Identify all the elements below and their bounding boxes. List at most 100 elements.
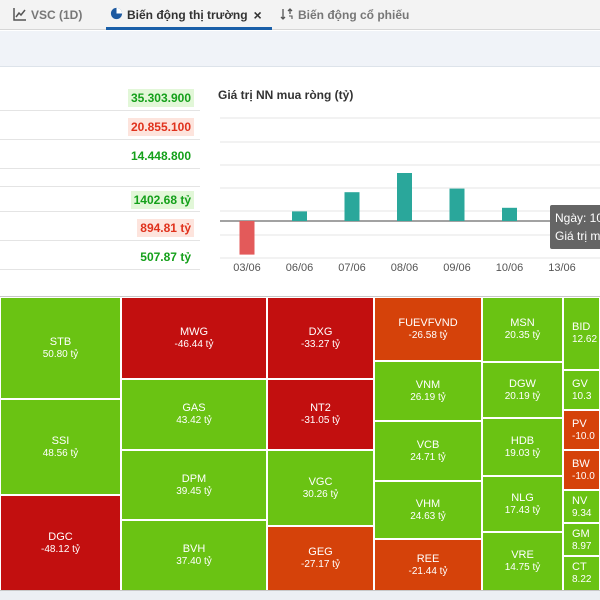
tab-label: Biến động cổ phiếu <box>298 8 410 22</box>
heatmap-value: 30.26 tỷ <box>302 488 339 500</box>
heatmap-value: 10.3 <box>572 390 592 402</box>
active-tab-indicator <box>106 27 272 30</box>
heatmap-value: 19.03 tỷ <box>504 447 541 459</box>
heatmap-value: 12.62 <box>572 334 598 345</box>
heatmap-cell-mwg[interactable]: MWG -46.44 tỷ <box>121 297 267 379</box>
stat-row: 20.855.100 <box>0 114 200 140</box>
stat-value: 894.81 tỷ <box>137 219 194 237</box>
heatmap-cell-ssi[interactable]: SSI 48.56 tỷ <box>0 399 121 495</box>
heatmap-value: -10.0 <box>572 470 595 482</box>
heatmap-value: -21.44 tỷ <box>408 565 448 577</box>
stat-row: 894.81 tỷ <box>0 215 200 241</box>
tab-stock-movement[interactable]: Biến động cổ phiếu <box>280 0 409 30</box>
heatmap-ticker: GEG <box>308 546 333 558</box>
close-icon[interactable]: × <box>253 7 262 23</box>
x-tick-label: 10/06 <box>496 262 524 274</box>
heatmap-ticker: BVH <box>182 543 206 555</box>
heatmap-value: 43.42 tỷ <box>176 415 212 426</box>
heatmap-cell-vcb[interactable]: VCB 24.71 tỷ <box>374 421 482 481</box>
heatmap-cell-hdb[interactable]: HDB 19.03 tỷ <box>482 418 563 476</box>
heatmap-cell-pv[interactable]: PV -10.0 <box>563 410 600 450</box>
heatmap-cell-vhm[interactable]: VHM 24.63 tỷ <box>374 481 482 539</box>
x-tick-label: 07/06 <box>338 262 366 274</box>
heatmap-cell-ree[interactable]: REE -21.44 tỷ <box>374 539 482 591</box>
heatmap-value: 26.19 tỷ <box>410 391 446 403</box>
heatmap-cell-bvh[interactable]: BVH 37.40 tỷ <box>121 520 267 591</box>
heatmap-cell-dgw[interactable]: DGW 20.19 tỷ <box>482 362 563 418</box>
heatmap-ticker: VRE <box>511 549 534 561</box>
sort-arrows-icon <box>280 7 294 24</box>
heatmap-ticker: VCB <box>416 438 440 451</box>
heatmap-cell-stb[interactable]: STB 50.80 tỷ <box>0 297 121 399</box>
heatmap-cell-geg[interactable]: GEG -27.17 tỷ <box>267 526 374 591</box>
tooltip-value: Giá trị m <box>555 229 600 243</box>
heatmap-ticker: SSI <box>51 434 70 447</box>
heatmap-value: 37.40 tỷ <box>176 556 212 567</box>
heatmap-cell-dxg[interactable]: DXG -33.27 tỷ <box>267 297 374 379</box>
x-tick-label: 08/06 <box>391 262 419 274</box>
heatmap-ticker: NLG <box>511 491 534 504</box>
chart-bar[interactable] <box>502 207 517 221</box>
tab-label: Biến động thị trường <box>127 8 248 22</box>
heatmap-ticker: BW <box>572 457 590 470</box>
heatmap-cell-msn[interactable]: MSN 20.35 tỷ <box>482 297 563 362</box>
heatmap-cell-vre[interactable]: VRE 14.75 tỷ <box>482 532 563 591</box>
heatmap-cell-gas[interactable]: GAS 43.42 tỷ <box>121 379 267 450</box>
heatmap-ticker: DXG <box>308 325 333 338</box>
heatmap-ticker: MWG <box>179 325 209 338</box>
heatmap-cell-nv[interactable]: NV 9.34 <box>563 490 600 523</box>
heatmap-value: -48.12 tỷ <box>41 543 80 555</box>
heatmap-cell-fuevfvnd[interactable]: FUEVFVND -26.58 tỷ <box>374 297 482 361</box>
heatmap-cell-nlg[interactable]: NLG 17.43 tỷ <box>482 476 563 532</box>
stat-value: 35.303.900 <box>127 89 194 107</box>
heatmap-ticker: DPM <box>181 472 207 485</box>
tab-market-movement[interactable]: Biến động thị trường × <box>110 0 262 30</box>
heatmap-ticker: VHM <box>415 497 441 510</box>
heatmap-value: 8.97 <box>572 541 592 552</box>
heatmap-ticker: GAS <box>182 402 206 414</box>
heatmap-cell-gm[interactable]: GM 8.97 <box>563 523 600 556</box>
heatmap-value: -26.58 tỷ <box>408 329 448 341</box>
heatmap-cell-ct[interactable]: CT 8.22 <box>563 556 600 591</box>
pie-chart-icon <box>110 7 123 23</box>
chart-bar[interactable] <box>344 192 360 221</box>
heatmap: STB 50.80 tỷ SSI 48.56 tỷ DGC -48.12 tỷ MWG -46… <box>0 296 600 591</box>
heatmap-cell-dpm[interactable]: DPM 39.45 tỷ <box>121 450 267 520</box>
heatmap-value: 14.75 tỷ <box>504 562 541 573</box>
x-tick-label: 06/06 <box>286 262 314 274</box>
chart-title: Giá trị NN mua ròng (tỷ) <box>218 88 354 102</box>
net-foreign-buy-chart: Giá trị NN mua ròng (tỷ) 03/06 06/06 07/06… <box>205 80 600 280</box>
heatmap-value: 9.34 <box>572 508 592 519</box>
toolbar <box>0 31 600 67</box>
heatmap-value: 39.45 tỷ <box>176 485 212 497</box>
chart-bar[interactable] <box>239 221 255 255</box>
heatmap-ticker: DGW <box>509 377 536 390</box>
heatmap-value: 24.63 tỷ <box>410 510 446 522</box>
tab-bar: VSC (1D) Biến động thị trường × Biến độn… <box>0 0 600 30</box>
heatmap-cell-dgc[interactable]: DGC -48.12 tỷ <box>0 495 121 591</box>
heatmap-cell-nt2[interactable]: NT2 -31.05 tỷ <box>267 379 374 450</box>
heatmap-ticker: MSN <box>510 317 535 329</box>
heatmap-cell-bid[interactable]: BID 12.62 <box>563 297 600 370</box>
heatmap-value: -33.27 tỷ <box>301 338 340 350</box>
stat-value: 507.87 tỷ <box>140 250 191 264</box>
heatmap-ticker: BID <box>572 321 591 333</box>
heatmap-ticker: NT2 <box>310 402 331 414</box>
stat-value: 1402.68 tỷ <box>130 191 194 209</box>
heatmap-cell-vnm[interactable]: VNM 26.19 tỷ <box>374 361 482 421</box>
tooltip-date: Ngày: 10 <box>555 211 600 225</box>
chart-bar[interactable] <box>449 188 465 221</box>
tab-vsc[interactable]: VSC (1D) <box>13 0 82 30</box>
heatmap-ticker: PV <box>572 417 587 430</box>
stat-value: 20.855.100 <box>127 118 194 136</box>
chart-bar[interactable] <box>397 173 412 221</box>
heatmap-cell-vgc[interactable]: VGC 30.26 tỷ <box>267 450 374 526</box>
heatmap-ticker: HDB <box>510 434 535 447</box>
heatmap-cell-gv[interactable]: GV 10.3 <box>563 370 600 410</box>
heatmap-value: -46.44 tỷ <box>174 338 214 350</box>
chart-bar[interactable] <box>292 211 307 221</box>
heatmap-cell-bw[interactable]: BW -10.0 <box>563 450 600 490</box>
heatmap-ticker: GV <box>572 377 588 390</box>
heatmap-value: -10.0 <box>572 430 595 442</box>
heatmap-value: 50.80 tỷ <box>42 348 79 360</box>
